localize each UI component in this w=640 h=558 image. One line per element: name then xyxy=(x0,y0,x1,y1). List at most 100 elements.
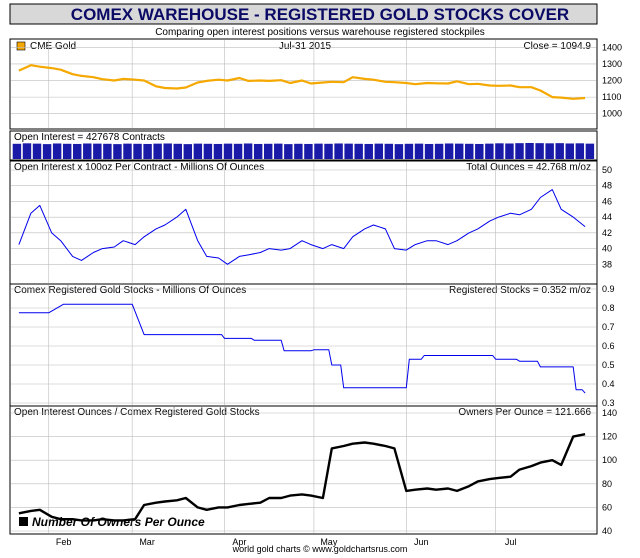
owners-legend-label: Number Of Owners Per Ounce xyxy=(32,515,205,529)
y-tick-label: 0.3 xyxy=(602,398,615,408)
oi-bar xyxy=(173,143,182,159)
y-tick-label: 46 xyxy=(602,196,612,206)
x-tick-label: Apr xyxy=(232,537,246,547)
oi-bar xyxy=(515,143,524,159)
y-tick-label: 1100 xyxy=(602,92,621,102)
chart-title: COMEX WAREHOUSE - REGISTERED GOLD STOCKS… xyxy=(71,5,569,24)
x-tick-label: Feb xyxy=(56,537,72,547)
y-tick-label: 0.9 xyxy=(602,284,615,294)
oi-bar xyxy=(354,143,363,159)
oi-bar xyxy=(324,143,333,159)
series-line xyxy=(18,433,586,522)
y-tick-label: 0.8 xyxy=(602,303,615,313)
oi-bar xyxy=(475,143,484,159)
y-tick-label: 42 xyxy=(602,228,612,238)
oi-bar xyxy=(274,143,283,159)
owners-panel-readout: Owners Per Ounce = 121.666 xyxy=(458,407,591,418)
registered-panel-title: Comex Registered Gold Stocks - Millions … xyxy=(14,285,246,296)
oi-bar xyxy=(123,143,132,159)
x-tick-label: Mar xyxy=(139,537,155,547)
oi-bar xyxy=(193,143,203,159)
oi-bar xyxy=(253,143,263,159)
oi-bar xyxy=(495,143,504,159)
oi-bar xyxy=(213,143,223,159)
oi-bar xyxy=(454,143,464,159)
oi-bar xyxy=(12,143,22,159)
oi-bar xyxy=(424,143,434,159)
x-tick-label: Jul xyxy=(505,537,517,547)
y-tick-label: 0.6 xyxy=(602,341,615,351)
x-tick-label: May xyxy=(320,537,338,547)
owners-panel-title: Open Interest Ounces / Comex Registered … xyxy=(14,407,260,418)
gold-panel-readout: Close = 1094.9 xyxy=(523,41,591,52)
oi-bar xyxy=(22,143,32,159)
oi-bar xyxy=(32,143,42,159)
oi-bar xyxy=(565,143,574,159)
y-tick-label: 1400 xyxy=(602,42,622,52)
gold-panel-title: CME Gold xyxy=(30,41,76,52)
oi-bar xyxy=(414,143,424,159)
y-tick-label: 1000 xyxy=(602,109,622,119)
gold-panel-date: Jul-31 2015 xyxy=(279,41,332,52)
y-tick-label: 140 xyxy=(602,408,617,418)
oi-bar xyxy=(384,143,394,159)
y-tick-label: 0.5 xyxy=(602,360,615,370)
oi-bar xyxy=(294,143,303,159)
y-tick-label: 0.4 xyxy=(602,379,615,389)
oi-bar xyxy=(153,143,162,159)
oi-bar xyxy=(555,143,564,159)
panel-frame-gold xyxy=(9,38,598,130)
oi-bar xyxy=(394,144,404,159)
x-tick-label: Jun xyxy=(414,537,429,547)
oi-bar xyxy=(485,143,494,159)
oi-bar xyxy=(404,143,414,159)
y-tick-label: 120 xyxy=(602,432,617,442)
y-tick-label: 38 xyxy=(602,259,612,269)
oi-bar xyxy=(133,143,142,159)
oi-bar xyxy=(143,143,152,159)
y-tick-label: 60 xyxy=(602,502,612,512)
panel-frame-owners xyxy=(9,405,598,535)
oi-bar xyxy=(223,143,233,159)
series-line xyxy=(18,303,586,394)
oi-bar xyxy=(334,143,343,159)
oi-bar xyxy=(243,143,253,159)
oi-bar xyxy=(344,143,353,159)
oi-bar xyxy=(364,143,373,159)
y-tick-label: 100 xyxy=(602,455,617,465)
oi-bar xyxy=(103,143,112,159)
footer-credit: world gold charts © www.goldchartsrus.co… xyxy=(232,544,408,554)
oi-bar xyxy=(304,143,313,159)
oi-bar xyxy=(62,143,72,159)
y-tick-label: 40 xyxy=(602,526,612,536)
y-tick-label: 44 xyxy=(602,212,612,222)
oi-bar xyxy=(434,143,444,159)
oi-bar xyxy=(314,143,323,159)
oi-bar xyxy=(233,143,243,159)
oi-bar xyxy=(374,143,384,159)
y-tick-label: 0.7 xyxy=(602,322,615,332)
oi-bar xyxy=(183,144,193,159)
panel-frame-oi-bars xyxy=(9,130,598,161)
owners-legend-marker xyxy=(19,517,28,526)
oi-bar xyxy=(73,143,82,159)
oi-bar xyxy=(535,143,544,159)
y-tick-label: 1200 xyxy=(602,76,622,86)
oi-bar xyxy=(545,143,554,159)
y-tick-label: 48 xyxy=(602,181,612,191)
oi-bar xyxy=(113,144,122,159)
y-tick-label: 40 xyxy=(602,244,612,254)
oi-bar xyxy=(444,143,454,159)
generated-marks: 1000 1100 1200 1300 1400 38 40 42 44 46 48 50 0.3 0.4… xyxy=(11,40,622,547)
oi-bar xyxy=(585,143,595,159)
y-tick-label: 80 xyxy=(602,479,612,489)
oi-bar xyxy=(42,144,52,159)
oi-bar xyxy=(93,143,102,159)
chart-subtitle: Comparing open interest positions versus… xyxy=(155,27,485,38)
oi-bar xyxy=(505,143,514,159)
oi-bar xyxy=(163,143,172,159)
series-line xyxy=(18,64,586,100)
registered-panel-readout: Registered Stocks = 0.352 m/oz xyxy=(449,285,591,296)
